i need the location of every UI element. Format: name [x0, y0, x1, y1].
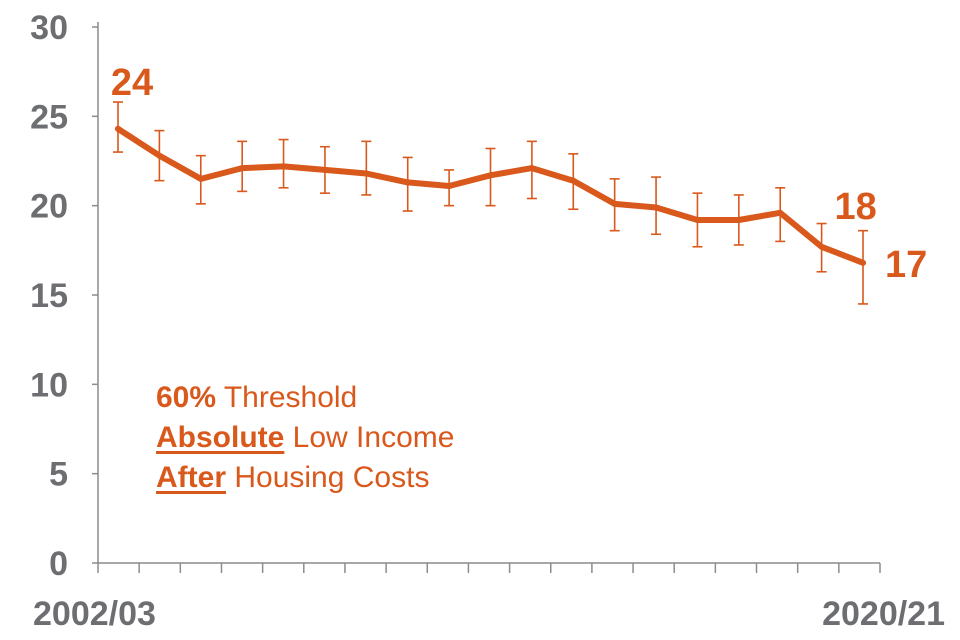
- data-point: [156, 152, 163, 159]
- data-point: [404, 179, 411, 186]
- data-point: [860, 259, 866, 266]
- data-point: [321, 166, 328, 173]
- data-point: [694, 216, 701, 223]
- legend-threshold-key: 60%: [156, 381, 217, 414]
- x-tick-label-first: 2002/03: [33, 595, 156, 633]
- data-point: [197, 175, 204, 182]
- legend-after-text: Housing Costs: [226, 461, 430, 494]
- data-point: [653, 204, 660, 211]
- data-point: [487, 172, 494, 179]
- data-point: [239, 165, 246, 172]
- y-tick-label: 0: [49, 545, 68, 583]
- series-line-group: [115, 125, 866, 266]
- y-tick-label: 25: [30, 98, 68, 136]
- y-tick-label: 5: [49, 456, 68, 494]
- data-point: [818, 243, 825, 250]
- data-point: [363, 170, 370, 177]
- data-point: [777, 209, 784, 216]
- chart-legend: 60% Threshold Absolute Low Income After …: [156, 378, 454, 498]
- y-tick-label: 30: [30, 9, 68, 47]
- error-bars: [113, 101, 868, 305]
- data-point: [280, 163, 287, 170]
- legend-threshold: 60% Threshold: [156, 378, 454, 418]
- data-point: [446, 183, 453, 190]
- y-tick-label: 10: [30, 366, 68, 404]
- legend-threshold-text: Threshold: [216, 381, 358, 414]
- data-point: [570, 177, 577, 184]
- y-tick-label: 20: [30, 188, 68, 226]
- data-point: [735, 216, 742, 223]
- legend-after-key: After: [156, 461, 227, 494]
- legend-after: After Housing Costs: [156, 458, 454, 498]
- legend-absolute-key: Absolute: [156, 421, 285, 454]
- data-label: 17: [885, 244, 927, 286]
- axes: 0 5 10 15 20 25 30 2002/03 2020/21: [30, 9, 945, 633]
- data-label: 24: [111, 62, 153, 104]
- data-point: [115, 125, 121, 132]
- legend-absolute: Absolute Low Income: [156, 418, 454, 458]
- legend-absolute-text: Low Income: [284, 421, 455, 454]
- data-point: [528, 165, 535, 172]
- data-label: 18: [834, 186, 876, 228]
- data-point: [611, 200, 618, 207]
- x-tick-label-last: 2020/21: [822, 595, 945, 633]
- y-tick-label: 15: [30, 277, 68, 315]
